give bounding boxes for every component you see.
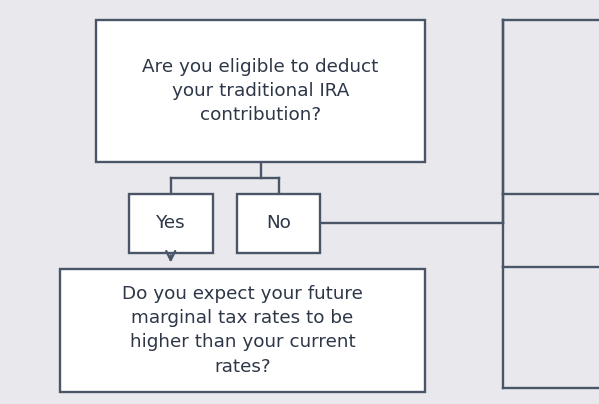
FancyBboxPatch shape xyxy=(237,194,320,252)
Text: No: No xyxy=(266,214,291,232)
Text: Do you expect your future
marginal tax rates to be
higher than your current
rate: Do you expect your future marginal tax r… xyxy=(122,285,363,376)
Text: Yes: Yes xyxy=(156,214,186,232)
FancyBboxPatch shape xyxy=(96,20,425,162)
FancyBboxPatch shape xyxy=(60,269,425,392)
Text: Are you eligible to deduct
your traditional IRA
contribution?: Are you eligible to deduct your traditio… xyxy=(143,58,379,124)
FancyBboxPatch shape xyxy=(129,194,213,252)
